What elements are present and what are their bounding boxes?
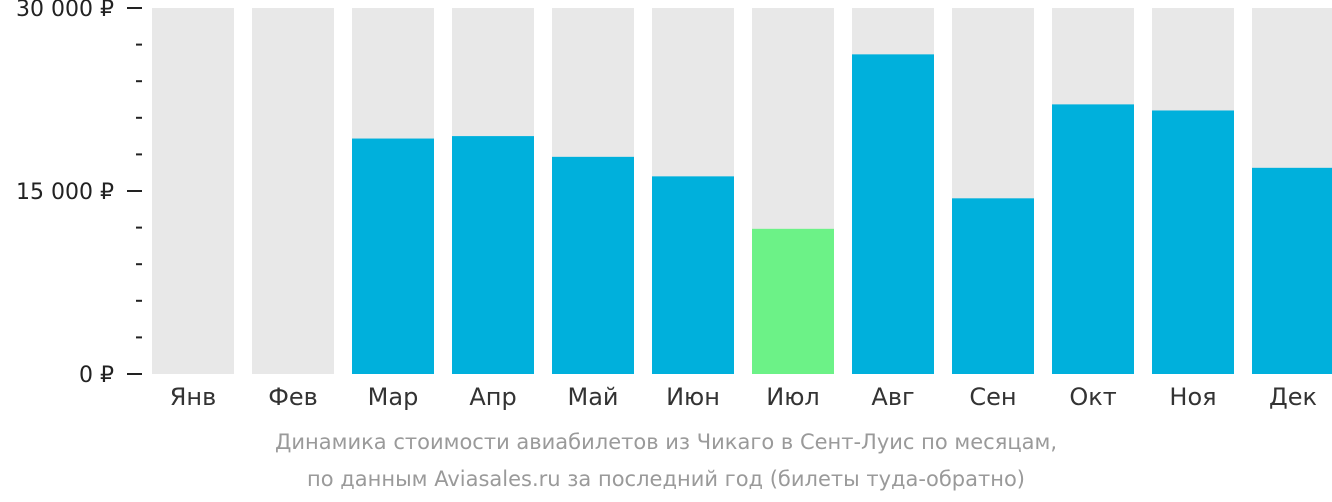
bar-11 [1152,110,1234,374]
x-tick-label: Ноя [1169,383,1216,411]
chart-title: Динамика стоимости авиабилетов из Чикаго… [274,430,1058,454]
bar-9 [952,198,1034,374]
x-tick-label: Фев [268,383,318,411]
x-tick-label: Окт [1069,383,1116,411]
bar-6 [652,176,734,374]
price-chart: 0 ₽ 15 000 ₽ 30 000 ₽ Янв Фев Мар Апр Май Июн Ию… [16,0,1332,411]
x-tick-label: Июл [766,383,820,411]
x-tick-label: Авг [871,383,914,411]
x-axis: Янв Фев Мар Апр Май Июн Июл Авг Сен Окт Ноя Дек [170,383,1317,411]
bars [152,8,1332,375]
y-tick-label: 0 ₽ [79,363,114,388]
x-tick-label: Мар [368,383,419,411]
bar-10 [1052,104,1134,374]
x-tick-label: Янв [170,383,217,411]
bar-4 [452,136,534,374]
x-tick-label: Май [567,383,618,411]
bar-5 [552,156,634,374]
bar-12 [1252,167,1332,374]
y-axis: 0 ₽ 15 000 ₽ 30 000 ₽ [16,0,142,388]
chart-subtitle: по данным Aviasales.ru за последний год … [307,467,1025,491]
bar-background [252,8,334,374]
bar-3 [352,138,434,374]
x-tick-label: Июн [666,383,720,411]
x-tick-label: Дек [1269,383,1317,411]
y-tick-label: 15 000 ₽ [16,180,114,205]
bar-7 [752,228,834,374]
bar-background [152,8,234,374]
bar-8 [852,54,934,375]
y-tick-label: 30 000 ₽ [16,0,114,22]
x-tick-label: Сен [969,383,1016,411]
x-tick-label: Апр [469,383,516,411]
